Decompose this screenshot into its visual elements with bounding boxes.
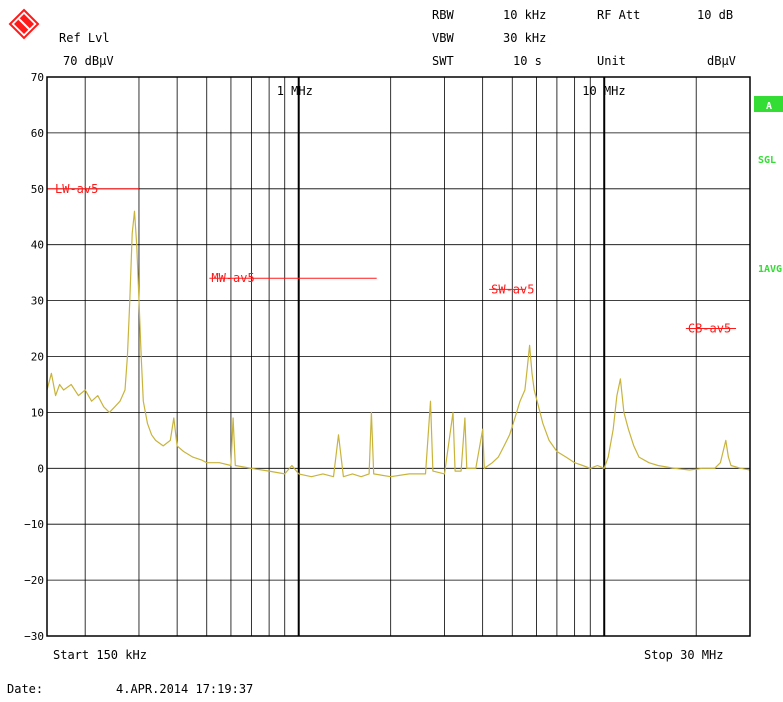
- ref-lvl-label: Ref Lvl: [59, 31, 110, 45]
- horizontal-grid: [47, 77, 750, 636]
- y-tick-labels: 70 60 50 40 30 20 10 0 −10 −20 −30: [24, 71, 44, 643]
- x-tick-label: 10 MHz: [582, 84, 625, 98]
- rs-logo-icon: [10, 10, 38, 38]
- y-tick-label: 40: [31, 239, 44, 252]
- rf-att-label: RF Att: [597, 8, 640, 22]
- y-tick-label: 20: [31, 351, 44, 364]
- y-tick-label: 50: [31, 183, 44, 196]
- limit-line-label: MW-av5: [211, 271, 254, 285]
- y-tick-label: 30: [31, 295, 44, 308]
- y-tick-label: 60: [31, 127, 44, 140]
- trace-group: [47, 211, 750, 477]
- rf-att-value: 10 dB: [697, 8, 733, 22]
- vbw-label: VBW: [432, 31, 454, 45]
- vertical-grid: [85, 77, 696, 636]
- stop-frequency-label: Stop 30 MHz: [644, 648, 723, 662]
- x-tick-label: 1 MHz: [277, 84, 313, 98]
- y-tick-label: 70: [31, 71, 44, 84]
- limit-line-label: SW-av5: [491, 282, 534, 296]
- y-tick-label: −10: [24, 518, 44, 531]
- date-label: Date:: [7, 682, 43, 696]
- sgl-label: SGL: [758, 155, 776, 166]
- avg-label: 1AVG: [758, 264, 782, 275]
- y-tick-label: −30: [24, 630, 44, 643]
- ref-lvl-value: 70 dBµV: [63, 54, 114, 68]
- y-tick-label: 10: [31, 406, 44, 419]
- rbw-value: 10 kHz: [503, 8, 546, 22]
- x-tick-labels: 1 MHz 10 MHz: [277, 84, 626, 98]
- unit-label: Unit: [597, 54, 626, 68]
- spectrum-trace: [47, 211, 750, 477]
- swt-value: 10 s: [513, 54, 542, 68]
- trace-badge-label: A: [766, 101, 772, 112]
- y-tick-label: −20: [24, 574, 44, 587]
- limit-lines: LW-av5 MW-av5 SW-av5 CB-av5: [47, 182, 736, 336]
- start-frequency-label: Start 150 kHz: [53, 648, 147, 662]
- date-value: 4.APR.2014 17:19:37: [116, 682, 253, 696]
- unit-value: dBµV: [707, 54, 736, 68]
- vbw-value: 30 kHz: [503, 31, 546, 45]
- limit-line-label: LW-av5: [55, 182, 98, 196]
- limit-line-label: CB-av5: [688, 322, 731, 336]
- y-tick-label: 0: [37, 462, 44, 475]
- swt-label: SWT: [432, 54, 454, 68]
- rbw-label: RBW: [432, 8, 454, 22]
